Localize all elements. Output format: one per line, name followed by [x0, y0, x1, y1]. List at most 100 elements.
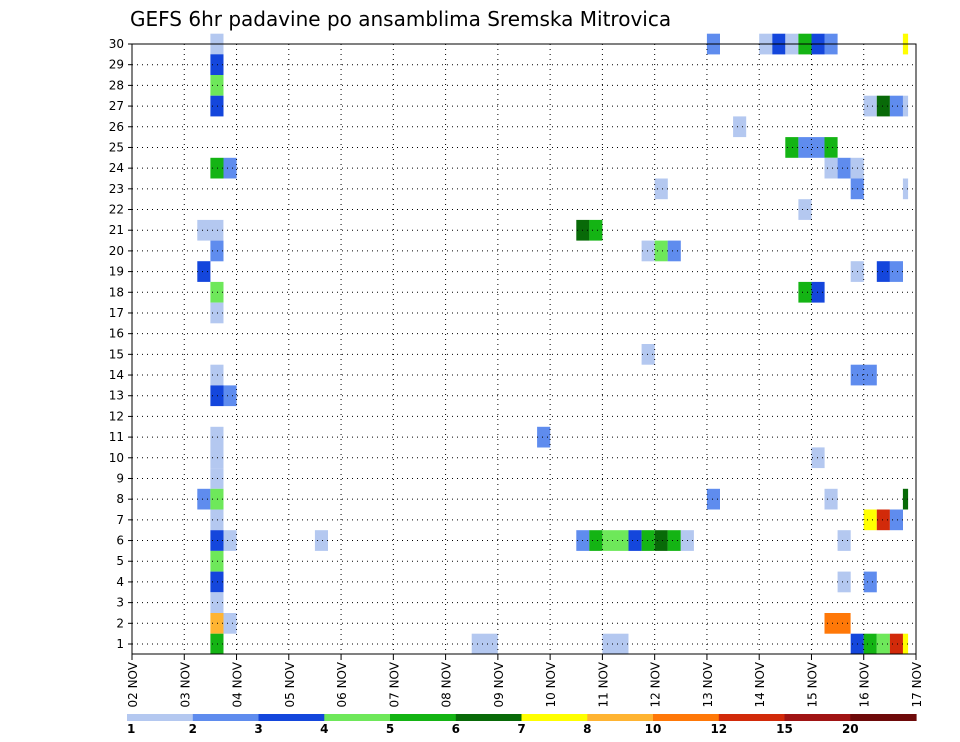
x-tick-label: 16 NOV	[858, 661, 872, 707]
heatmap-cell	[589, 530, 603, 551]
x-tick-label: 13 NOV	[701, 661, 715, 707]
colorbar-swatch	[324, 714, 391, 721]
y-tick-label: 26	[109, 120, 124, 134]
heatmap-cell	[223, 530, 237, 551]
heatmap-cell	[889, 261, 903, 282]
y-axis-ticks: 1234567891011121314151617181920212223242…	[109, 37, 132, 651]
y-tick-label: 20	[109, 244, 124, 258]
heatmap-cell	[876, 95, 890, 117]
y-tick-label: 16	[109, 327, 124, 341]
heatmap-cell	[210, 75, 224, 96]
y-tick-label: 18	[109, 285, 124, 299]
colorbar-swatch	[127, 714, 194, 721]
y-tick-label: 30	[109, 37, 124, 51]
heatmap-cells	[197, 33, 909, 655]
heatmap-cell	[902, 488, 909, 510]
heatmap-cell	[876, 633, 890, 655]
heatmap-cell	[837, 530, 851, 551]
chart-title: GEFS 6hr padavine po ansamblima Sremska …	[130, 7, 671, 31]
colorbar-label: 12	[710, 722, 727, 736]
colorbar-label: 2	[189, 722, 197, 736]
y-tick-label: 5	[116, 554, 124, 568]
heatmap-cell	[889, 95, 903, 117]
x-tick-label: 09 NOV	[492, 661, 506, 707]
heatmap-cell	[667, 530, 681, 551]
x-tick-label: 06 NOV	[335, 661, 349, 707]
y-tick-label: 12	[109, 409, 124, 423]
heatmap-cell	[537, 426, 551, 448]
colorbar-label: 8	[583, 722, 591, 736]
heatmap-cell	[210, 550, 224, 572]
y-tick-label: 15	[109, 347, 124, 361]
x-tick-label: 05 NOV	[283, 661, 297, 707]
heatmap-cell	[654, 178, 668, 200]
heatmap-cell	[863, 571, 877, 593]
x-tick-label: 17 NOV	[910, 661, 924, 707]
heatmap-cell	[210, 426, 224, 448]
colorbar-swatch	[192, 714, 260, 721]
x-tick-label: 03 NOV	[178, 661, 192, 707]
y-tick-label: 21	[109, 223, 124, 237]
heatmap-cell	[798, 137, 825, 158]
x-axis-ticks: 02 NOV 03 NOV 04 NOV 05 NOV 06 NOV 07 NOV 08 N…	[126, 654, 924, 708]
heatmap-cell	[863, 509, 877, 531]
y-tick-label: 14	[109, 368, 124, 382]
y-tick-label: 27	[109, 99, 124, 113]
heatmap-cell	[706, 488, 720, 510]
heatmap-cell	[210, 613, 224, 634]
heatmap-cell	[210, 54, 224, 75]
x-tick-label: 08 NOV	[440, 661, 454, 707]
heatmap-cell	[811, 447, 825, 469]
x-tick-label: 10 NOV	[544, 661, 558, 707]
heatmap-cell	[589, 219, 603, 241]
heatmap-cell	[824, 157, 838, 179]
heatmap-cell	[223, 385, 237, 407]
heatmap-cell	[197, 219, 224, 241]
colorbar-label: 6	[452, 722, 460, 736]
heatmap-cell	[210, 468, 224, 489]
colorbar-label: 10	[645, 722, 662, 736]
colorbar-label: 5	[386, 722, 394, 736]
heatmap-cell	[641, 240, 655, 262]
heatmap-cell	[210, 385, 224, 407]
heatmap-cell	[876, 509, 890, 531]
heatmap-cell	[902, 633, 909, 655]
heatmap-cell	[785, 137, 799, 158]
heatmap-cell	[210, 240, 224, 262]
heatmap-cell	[654, 240, 668, 262]
y-tick-label: 13	[109, 389, 124, 403]
heatmap-cell	[210, 302, 224, 324]
y-tick-label: 29	[109, 58, 124, 72]
heatmap-cell	[837, 157, 851, 179]
heatmap-cell	[798, 281, 812, 303]
heatmap-cell	[654, 530, 668, 551]
colorbar-swatch	[653, 714, 720, 721]
heatmap-cell	[641, 344, 655, 365]
y-tick-label: 3	[116, 596, 124, 610]
heatmap-cell	[889, 633, 903, 655]
heatmap-cell	[314, 530, 328, 551]
x-tick-label: 15 NOV	[806, 661, 820, 707]
colorbar-swatch	[455, 714, 523, 721]
y-tick-label: 8	[116, 492, 124, 506]
heatmap-cell	[889, 509, 903, 531]
y-tick-label: 19	[109, 265, 124, 279]
heatmap-cell	[210, 571, 224, 593]
heatmap-cell	[863, 95, 877, 117]
y-tick-label: 17	[109, 306, 124, 320]
plot-frame	[131, 43, 917, 655]
heatmap-cell	[824, 488, 838, 510]
heatmap-cell	[210, 281, 224, 303]
x-tick-label: 11 NOV	[596, 661, 610, 707]
heatmap-cell	[837, 571, 851, 593]
heatmap-cell	[863, 633, 877, 655]
heatmap-cell	[210, 633, 224, 655]
heatmap-cell	[210, 95, 224, 117]
colorbar-swatch	[390, 714, 457, 721]
heatmap-cell	[850, 364, 877, 386]
heatmap-cell	[223, 157, 237, 179]
heatmap-cell	[641, 530, 655, 551]
y-tick-label: 10	[109, 451, 124, 465]
x-tick-label: 14 NOV	[753, 661, 767, 707]
